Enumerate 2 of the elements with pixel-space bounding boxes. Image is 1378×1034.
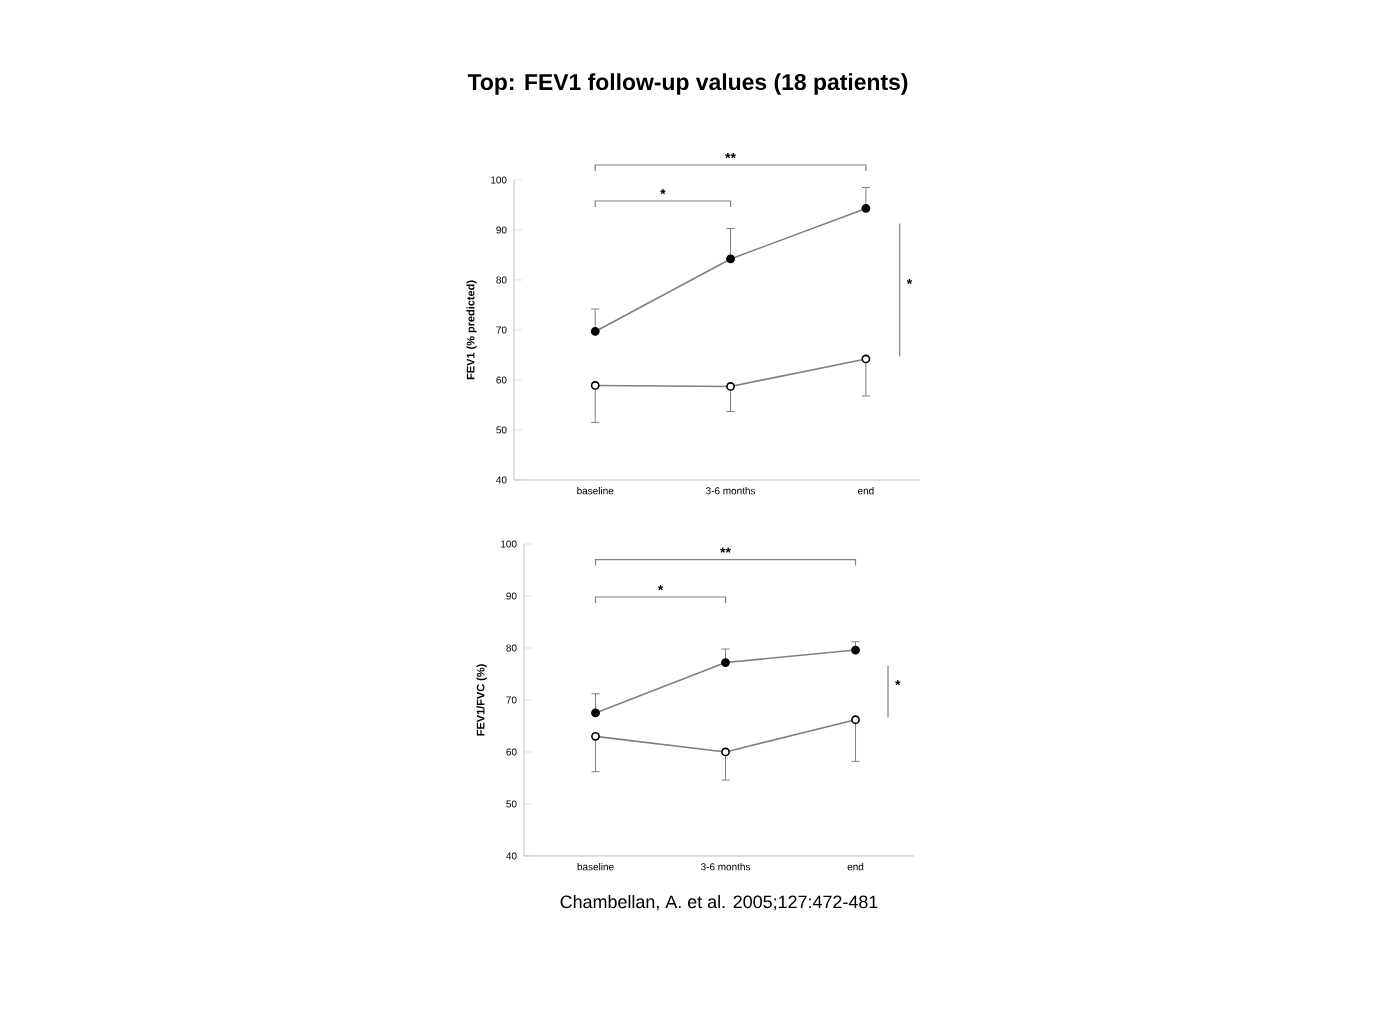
chart-title: Top: FEV1 follow-up values (18 patients) [467, 73, 908, 95]
text: Chambellan, A. et al. 2005;127:472-481 [560, 895, 878, 911]
